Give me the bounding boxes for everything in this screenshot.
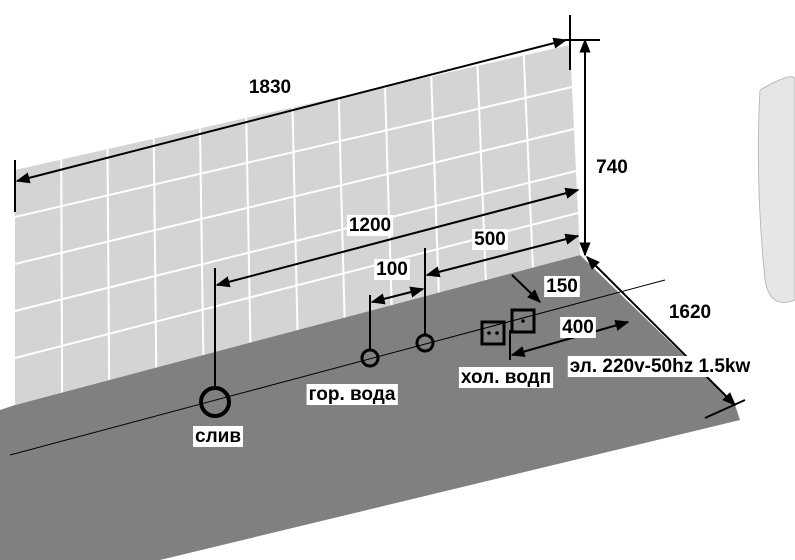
dim-line: [15, 37, 568, 184]
dimension-label: 500: [474, 229, 506, 250]
label-bg: [458, 367, 554, 389]
dimension-label: 400: [562, 317, 594, 338]
dimension-label: 150: [546, 276, 578, 297]
outlet-label: слив: [195, 426, 241, 447]
hot-water-outlet: [360, 348, 380, 368]
dimension-label: 1200: [349, 215, 391, 236]
socket: [480, 320, 506, 346]
label-bg: [306, 384, 398, 406]
outlet-label: хол. водп: [461, 367, 551, 388]
label-bg: [560, 317, 596, 339]
socket-pin: [521, 319, 525, 323]
dim-line: [510, 320, 630, 357]
cold-water-outlet: [415, 333, 435, 353]
drain-outlet: [199, 386, 231, 418]
dimension-label: 100: [376, 259, 408, 280]
dim-line: [586, 256, 736, 406]
tile-joint: [106, 149, 111, 381]
socket: [510, 308, 536, 334]
outlet-label: эл. 220v-50hz 1.5kw: [570, 356, 751, 377]
ext-line: [704, 399, 746, 419]
dim-line: [425, 233, 580, 278]
label-bg: [567, 356, 753, 378]
dim-line: [370, 286, 425, 305]
label-bg: [472, 229, 508, 251]
dim-line: [511, 274, 542, 303]
dimension-label: 740: [596, 157, 628, 178]
center-line: [9, 279, 666, 456]
label-bg: [374, 259, 410, 281]
label-bg: [544, 276, 580, 298]
label-bg: [346, 215, 394, 237]
outlet-label: гор. вода: [309, 384, 396, 405]
dim-line: [215, 187, 580, 288]
socket-pin: [495, 331, 499, 335]
dimension-label: 1620: [669, 302, 711, 323]
bathtub-edge: [757, 76, 795, 303]
tile-joint: [60, 159, 64, 393]
socket-pin: [487, 331, 491, 335]
dimension-label: 1830: [249, 77, 291, 98]
label-bg: [193, 426, 243, 448]
